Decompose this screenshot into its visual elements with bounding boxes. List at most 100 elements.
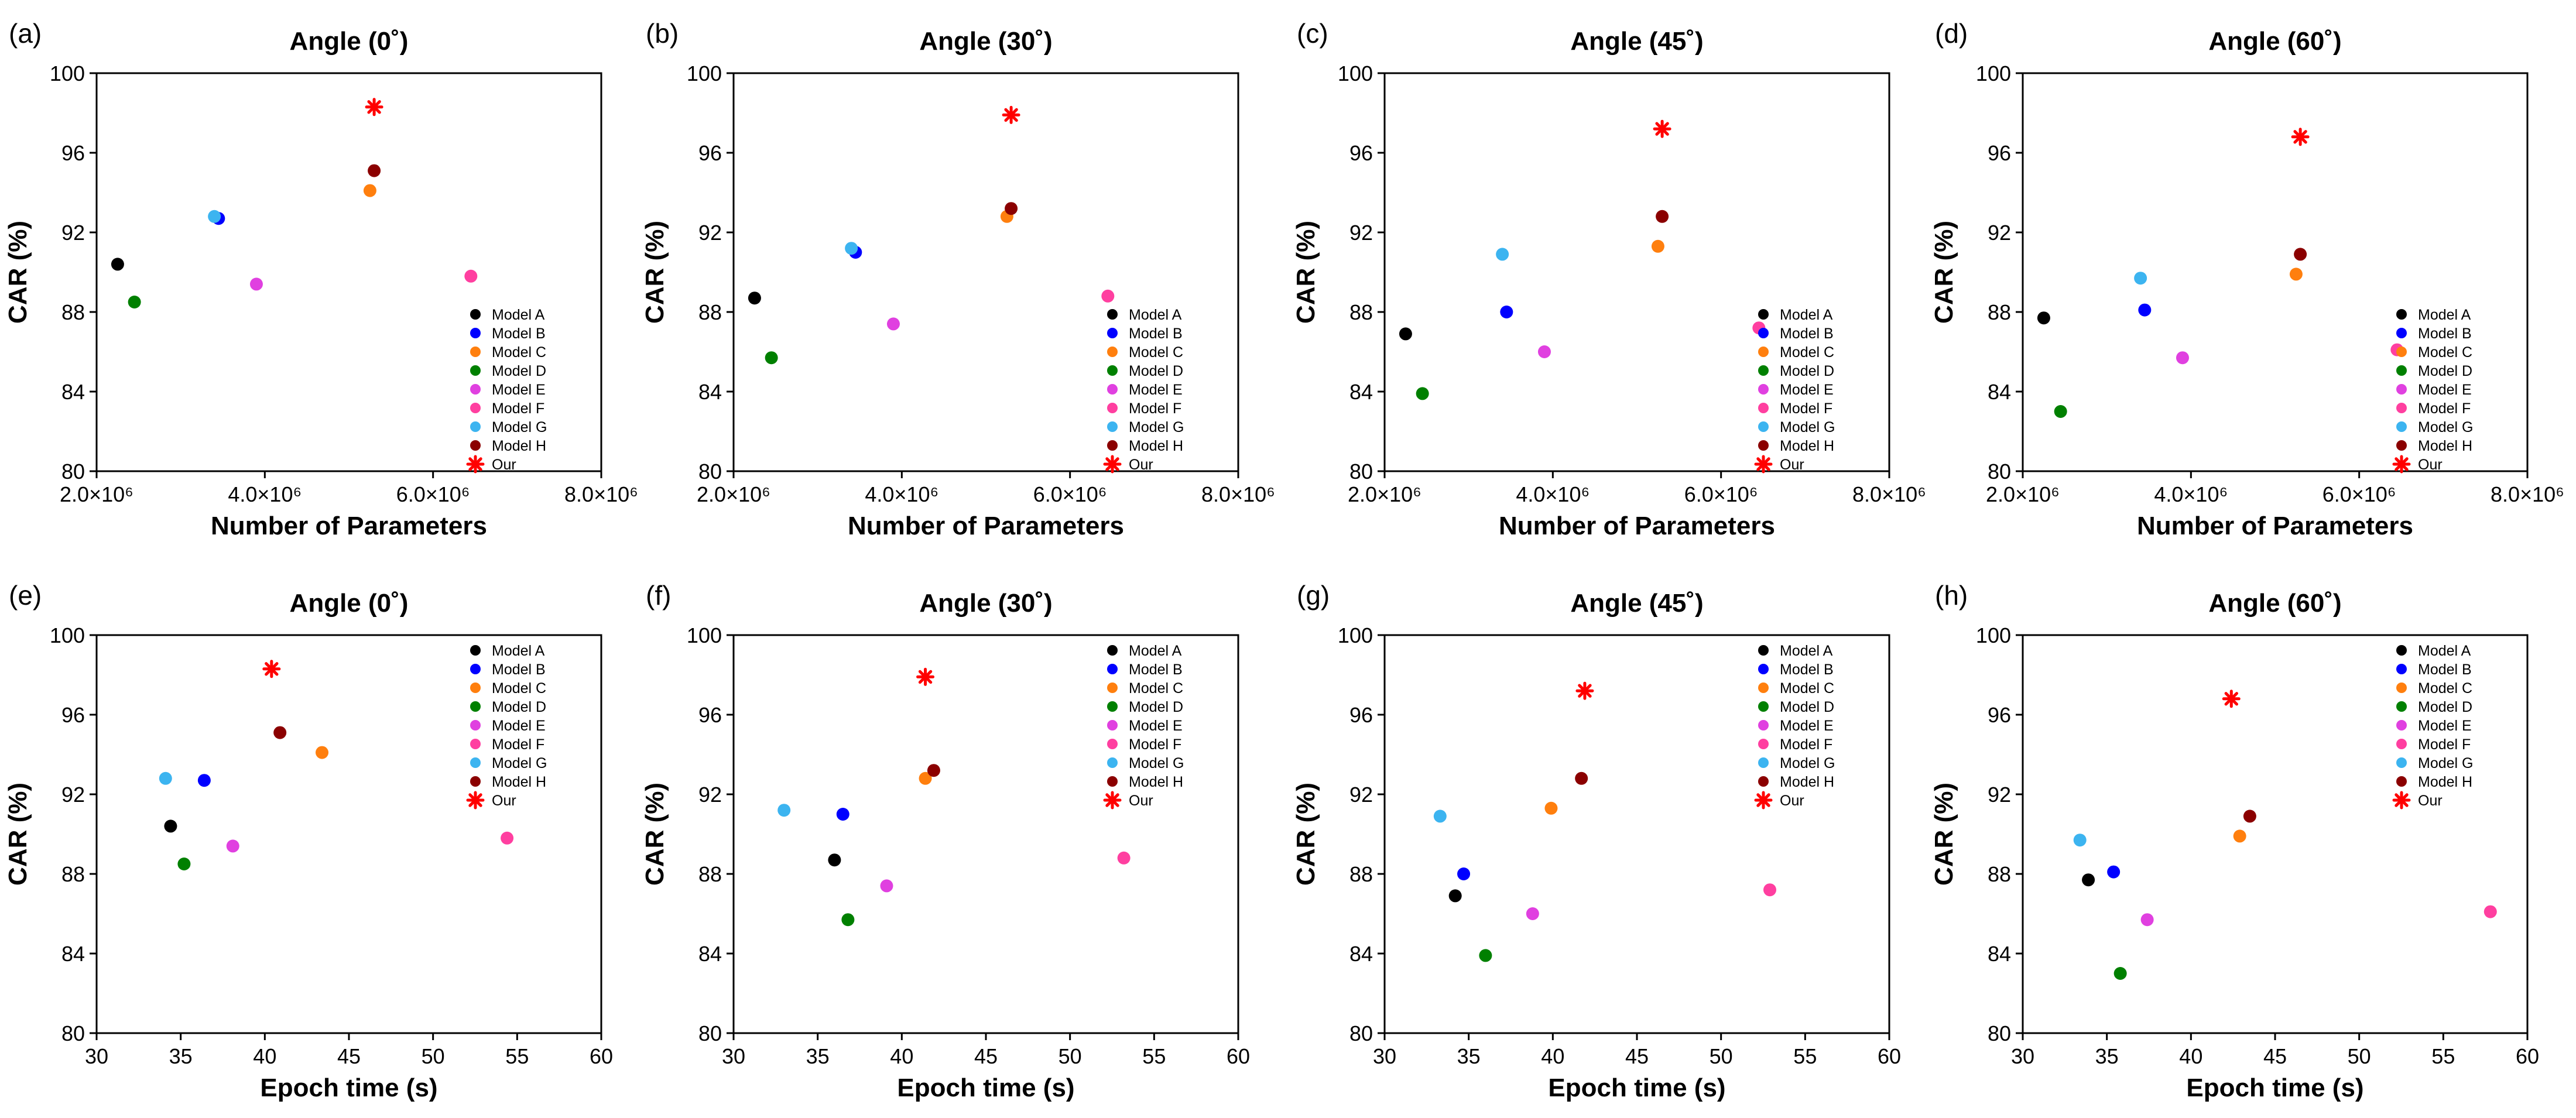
legend-label: Model F — [1780, 400, 1832, 417]
y-tick-label: 92 — [61, 221, 85, 245]
y-tick-label: 84 — [1349, 942, 1373, 966]
legend-label: Model B — [2418, 325, 2472, 342]
chart-panel-e: (e) Angle (0˚) 80 84 88 92 96 100 30 35 40 45 50 55 60… — [4, 580, 613, 1102]
y-tick-label: 96 — [1988, 141, 2011, 165]
chart-title: Angle (0˚) — [290, 589, 409, 618]
x-tick-label: 4.0×10⁶ — [228, 482, 302, 506]
panel-label: (f) — [646, 580, 671, 611]
data-point-model-g — [159, 771, 172, 785]
legend-marker — [470, 664, 481, 674]
legend-label: Model E — [2418, 382, 2472, 398]
y-tick-label: 88 — [61, 862, 85, 886]
x-tick-label: 60 — [2516, 1044, 2539, 1068]
data-point-model-h — [927, 764, 940, 777]
legend: Model A Model B Model C Model D Model E Model… — [2392, 643, 2473, 810]
x-tick-label: 30 — [2011, 1044, 2034, 1068]
legend-label: Model D — [492, 363, 546, 379]
x-tick-label: 6.0×10⁶ — [1033, 482, 1107, 506]
data-point-model-d — [765, 351, 778, 365]
legend-label: Model H — [1129, 438, 1183, 454]
legend-label: Model H — [1780, 438, 1834, 454]
panel-label: (b) — [646, 18, 679, 49]
x-tick-label: 2.0×10⁶ — [60, 482, 133, 506]
data-point-model-h — [1005, 202, 1018, 215]
data-point-model-g — [2073, 834, 2087, 847]
legend-label: Our — [1780, 457, 1804, 473]
legend-label: Model A — [2418, 307, 2471, 323]
legend-label: Model C — [1129, 344, 1183, 361]
legend-marker-our — [1103, 455, 1122, 474]
legend-marker — [2396, 328, 2407, 338]
legend-label: Model G — [492, 755, 547, 771]
legend: Model A Model B Model C Model D Model E Model… — [1754, 307, 1835, 474]
data-point-model-c — [1651, 239, 1664, 253]
panel-label: (c) — [1297, 18, 1328, 49]
y-tick-label: 92 — [61, 783, 85, 807]
legend-label: Our — [2418, 793, 2443, 809]
y-axis-label: CAR (%) — [1930, 221, 1958, 324]
legend-marker — [1107, 720, 1118, 731]
x-tick-label: 6.0×10⁶ — [1684, 482, 1758, 506]
legend-marker — [1758, 421, 1769, 432]
y-tick-label: 92 — [1349, 221, 1373, 245]
x-tick-label: 2.0×10⁶ — [1348, 482, 1421, 506]
legend-marker — [1107, 664, 1118, 674]
panel-label: (h) — [1935, 580, 1968, 611]
x-tick-label: 8.0×10⁶ — [1852, 482, 1926, 506]
legend-marker — [2396, 720, 2407, 731]
x-axis-label: Number of Parameters — [848, 512, 1124, 540]
y-tick-label: 96 — [1349, 141, 1373, 165]
x-tick-label: 60 — [1878, 1044, 1901, 1068]
data-point-model-e — [1526, 907, 1539, 920]
chart-panel-a: (a) Angle (0˚) 80 84 88 92 96 100 2.0×10⁶ 4.0×10⁶… — [4, 18, 638, 540]
legend-label: Model E — [1129, 382, 1183, 398]
data-point-model-d — [841, 913, 855, 927]
legend-label: Model F — [1129, 736, 1181, 753]
data-point-model-f — [2483, 905, 2497, 918]
chart-panel-h: (h) Angle (60˚) 80 84 88 92 96 100 30 35 40 45 50 55 6… — [1930, 580, 2539, 1102]
y-tick-label: 92 — [698, 221, 722, 245]
legend-marker — [1107, 739, 1118, 749]
x-tick-label: 45 — [1625, 1044, 1649, 1068]
legend-label: Model C — [492, 344, 546, 361]
legend-label: Model B — [1780, 325, 1834, 342]
legend-label: Model C — [2418, 344, 2472, 361]
y-axis-label: CAR (%) — [640, 221, 669, 324]
legend-marker — [1758, 739, 1769, 749]
legend-label: Model D — [1780, 699, 1834, 715]
data-point-model-g — [2134, 272, 2147, 285]
legend-marker — [470, 309, 481, 320]
y-axis-label: CAR (%) — [1292, 221, 1320, 324]
legend-marker — [2396, 365, 2407, 376]
x-tick-label: 55 — [2431, 1044, 2455, 1068]
x-tick-label: 45 — [974, 1044, 998, 1068]
x-tick-label: 30 — [722, 1044, 745, 1068]
legend-label: Model G — [1129, 419, 1184, 435]
plot-frame — [732, 72, 1239, 472]
x-tick-label: 4.0×10⁶ — [865, 482, 938, 506]
legend-label: Our — [2418, 457, 2443, 473]
y-tick-label: 80 — [61, 1021, 85, 1045]
legend-marker — [470, 421, 481, 432]
y-axis-label: CAR (%) — [640, 783, 669, 886]
x-tick-label: 55 — [505, 1044, 529, 1068]
x-tick-label: 60 — [1227, 1044, 1250, 1068]
legend-marker — [470, 384, 481, 395]
legend: Model A Model B Model C Model D Model E Model… — [2392, 307, 2473, 474]
data-point-model-a — [111, 258, 124, 271]
data-point-model-g — [1433, 810, 1447, 823]
data-point-model-f — [1101, 289, 1115, 303]
y-tick-label: 88 — [698, 862, 722, 886]
x-axis-label: Epoch time (s) — [2186, 1074, 2363, 1102]
data-point-model-c — [919, 771, 932, 785]
legend-label: Model C — [2418, 680, 2472, 697]
x-tick-label: 60 — [590, 1044, 613, 1068]
data-point-model-g — [208, 210, 221, 223]
y-tick-label: 84 — [61, 380, 85, 404]
x-axis-label: Number of Parameters — [2137, 512, 2413, 540]
legend-marker — [1107, 328, 1118, 338]
legend-marker — [470, 365, 481, 376]
legend-marker — [470, 739, 481, 749]
legend-marker — [1758, 403, 1769, 413]
